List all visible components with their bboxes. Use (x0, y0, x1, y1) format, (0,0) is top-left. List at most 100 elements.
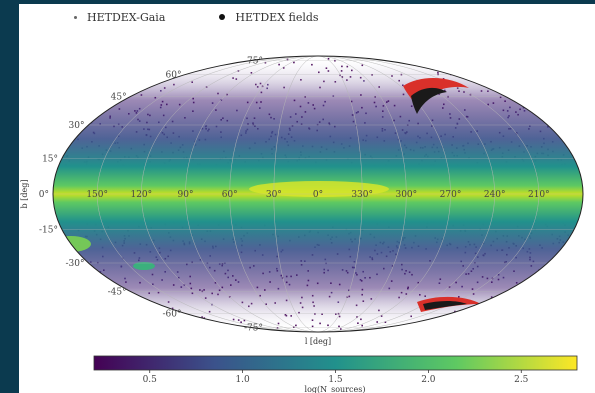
latitude-tick-label: 60° (166, 70, 182, 80)
source-point (71, 139, 73, 141)
source-point (556, 328, 559, 330)
source-point (528, 86, 530, 89)
source-point (539, 287, 541, 289)
longitude-gridline (185, 56, 451, 332)
source-point (101, 324, 104, 326)
source-point (110, 68, 113, 71)
source-point (139, 303, 142, 305)
source-point (557, 122, 559, 125)
x-axis-label: l [deg] (305, 337, 331, 346)
source-point (581, 246, 583, 248)
source-point (58, 228, 60, 230)
small-dot-icon (74, 15, 77, 19)
source-point (475, 308, 478, 310)
source-point (557, 310, 559, 312)
sky-map (53, 56, 583, 332)
source-point (76, 304, 79, 306)
source-point (474, 321, 477, 324)
source-point (121, 305, 124, 308)
latitude-tick-label: -15° (39, 226, 58, 236)
source-point (527, 281, 530, 283)
source-point (58, 115, 61, 118)
source-point (463, 60, 465, 63)
source-point (497, 89, 500, 91)
source-point (54, 299, 57, 302)
source-point (230, 58, 233, 60)
longitude-tick-label: 150° (86, 190, 108, 200)
source-point (514, 316, 517, 319)
source-point (65, 103, 68, 106)
source-point (518, 297, 521, 299)
source-point (122, 76, 124, 79)
source-point (61, 235, 64, 237)
graticule (53, 56, 583, 332)
source-point (53, 318, 56, 320)
source-point (125, 331, 128, 332)
source-point (537, 281, 539, 284)
source-point (557, 260, 560, 262)
source-point (490, 70, 493, 72)
source-point (442, 63, 444, 65)
source-point (211, 327, 214, 329)
source-point (135, 304, 138, 307)
source-point (76, 310, 79, 313)
source-point (61, 270, 64, 272)
source-point (77, 303, 80, 306)
latitude-tick-label: 15° (42, 154, 58, 164)
source-point (554, 110, 557, 112)
source-point (571, 108, 573, 111)
source-point (99, 307, 101, 309)
latitude-tick-label: -75° (244, 323, 263, 333)
source-point (96, 97, 99, 99)
source-point (568, 141, 570, 144)
source-point (55, 293, 58, 296)
source-point (549, 271, 551, 274)
source-point (145, 79, 148, 82)
source-point (510, 66, 512, 68)
source-point (58, 74, 61, 77)
source-point (560, 120, 562, 122)
source-point (117, 310, 119, 313)
longitude-gridline (96, 56, 540, 332)
source-point (103, 109, 106, 111)
source-point (64, 108, 67, 111)
source-point (62, 60, 64, 63)
source-point (522, 286, 524, 288)
source-point (576, 69, 579, 72)
source-point (566, 278, 568, 281)
source-point (573, 134, 576, 136)
source-point (431, 329, 433, 331)
colorbar-tick-label: 1.0 (235, 375, 250, 385)
source-point (470, 67, 473, 70)
source-point (571, 139, 573, 142)
source-point (92, 82, 95, 84)
source-point (532, 70, 534, 73)
source-point (77, 300, 79, 302)
source-point (91, 309, 94, 311)
source-point (562, 101, 564, 104)
source-point (69, 117, 72, 119)
source-point (94, 73, 96, 75)
source-point (552, 303, 555, 306)
source-point (80, 71, 82, 74)
source-point (73, 256, 75, 258)
source-point (508, 77, 511, 80)
source-point (577, 260, 579, 263)
source-point (473, 319, 475, 321)
source-point (563, 124, 565, 126)
source-point (61, 144, 64, 147)
mollweide-chart: 150° 120° 90° 60° 30° 0° 330° 300° 270° 240° 210° … (20, 55, 584, 393)
longitude-tick-label: 270° (440, 190, 462, 200)
source-point (92, 271, 94, 273)
source-point (128, 91, 131, 94)
source-point (474, 73, 476, 76)
source-point (69, 279, 71, 282)
source-point (110, 57, 113, 59)
source-point (61, 136, 63, 139)
longitude-gridline (273, 56, 363, 332)
source-point (84, 112, 87, 115)
source-point (101, 304, 103, 307)
source-point (552, 115, 555, 118)
source-point (83, 74, 85, 76)
source-point (55, 286, 58, 289)
